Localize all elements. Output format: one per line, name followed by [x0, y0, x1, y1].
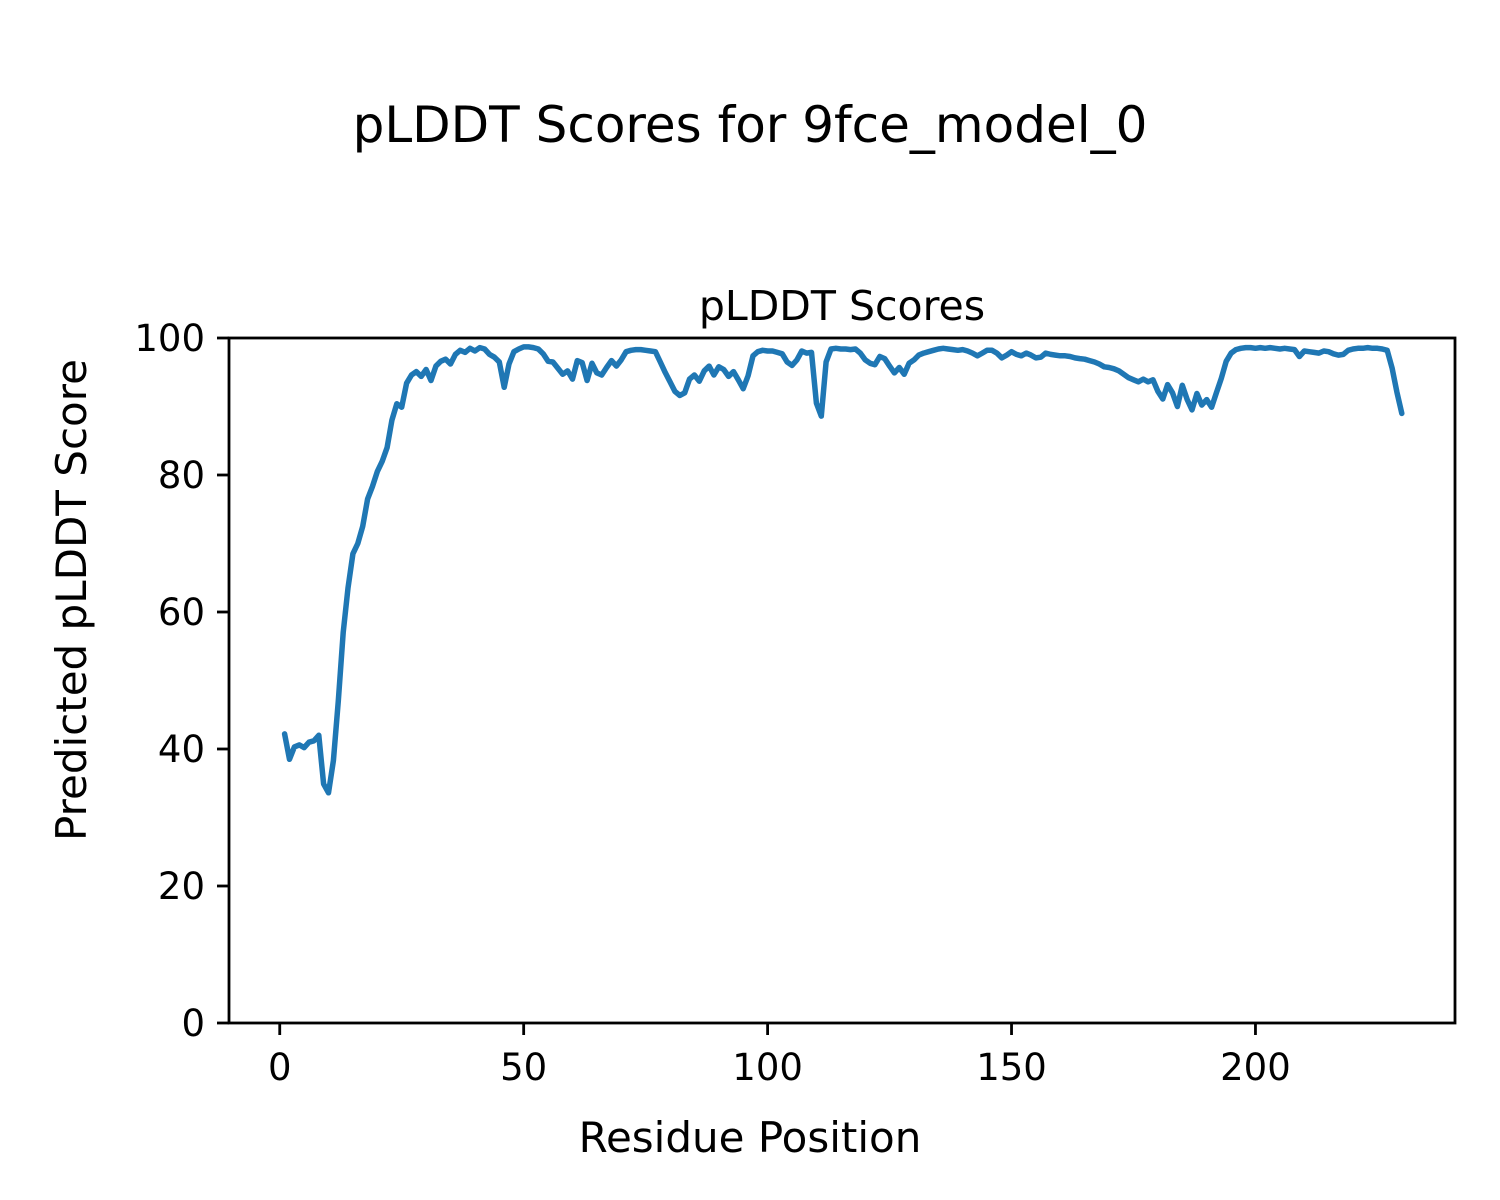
- plddt-line: [281, 344, 1405, 796]
- x-tick-label: 0: [268, 1046, 292, 1089]
- x-tick-label: 50: [500, 1046, 547, 1089]
- y-axis-label: Predicted pLDDT Score: [47, 359, 96, 841]
- x-tick-label: 200: [1220, 1046, 1291, 1089]
- y-tick-label: 60: [158, 591, 205, 634]
- y-tick-label: 80: [158, 454, 205, 497]
- y-tick-label: 20: [158, 865, 205, 908]
- y-tick-label: 0: [181, 1002, 205, 1045]
- y-axis-ticks: 0 20 40 60 80 100: [134, 317, 229, 1045]
- y-tick-label: 40: [158, 728, 205, 771]
- plot-area: [281, 344, 1405, 796]
- axes-title: pLDDT Scores: [699, 282, 985, 330]
- x-axis-label: Residue Position: [579, 1113, 922, 1162]
- plot-border: [227, 336, 1457, 1025]
- x-axis-ticks: 0 50 100 150 200: [268, 1023, 1291, 1089]
- x-tick-label: 150: [976, 1046, 1047, 1089]
- x-tick-label: 100: [732, 1046, 803, 1089]
- y-tick-label: 100: [134, 317, 205, 360]
- figure-suptitle: pLDDT Scores for 9fce_model_0: [353, 96, 1148, 154]
